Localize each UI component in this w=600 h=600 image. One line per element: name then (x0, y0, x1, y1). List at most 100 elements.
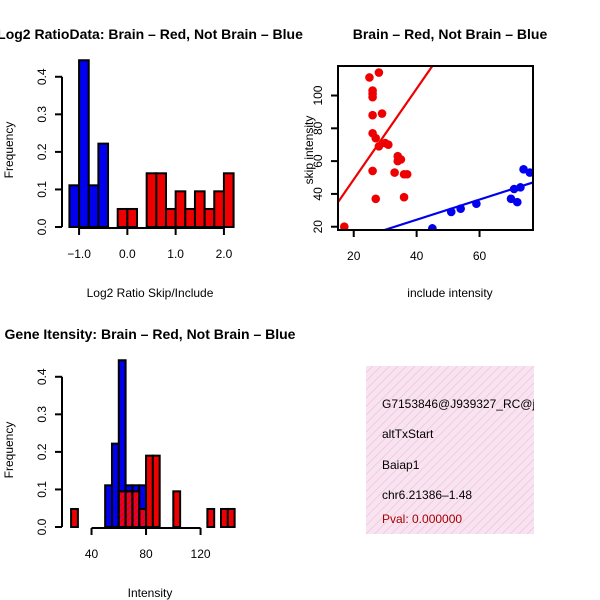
y-tick-label: 0.2 (35, 143, 49, 160)
hist-bar-brain (172, 490, 182, 529)
x-tick-label: 80 (139, 547, 153, 561)
hist-bar-brain (116, 207, 129, 228)
scatter-plot-box (337, 65, 534, 231)
scatter-points (339, 68, 533, 230)
intensity-histogram-axes: 40 80 120 0.0 0.1 0.2 0.3 0.4 (35, 368, 211, 561)
y-tick-label: 0.0 (35, 518, 49, 535)
hist-bar-brain (70, 507, 79, 528)
intensity-histogram-title: Gene Itensity: Brain – Red, Not Brain – … (5, 326, 296, 342)
ratio-histogram-xlabel: Log2 Ratio Skip/Include (87, 286, 214, 300)
hist-bar-not-brain (110, 442, 120, 529)
x-tick-label: 2.0 (216, 247, 233, 261)
y-tick-label: 0.1 (35, 481, 49, 498)
ratio-histogram-ylabel: Frequency (2, 122, 16, 179)
scatter-point-brain (368, 166, 377, 176)
hist-bar-brain (164, 207, 177, 228)
scatter-point-not-brain (472, 199, 481, 209)
x-tick-label: 60 (473, 249, 487, 263)
ratio-histogram-bars (68, 59, 235, 229)
hist-bar-overlap (117, 490, 127, 529)
hist-bar-overlap (138, 507, 148, 528)
hist-bar-overlap (131, 490, 141, 529)
fit-line-brain (338, 66, 434, 203)
scatter-point-brain (368, 92, 377, 102)
y-tick-label: 80 (311, 121, 325, 135)
info-panel-background (366, 366, 534, 534)
ratio-histogram-axes: −1.0 0.0 1.0 2.0 0.0 0.1 0.2 0.3 0.4 (35, 68, 233, 261)
hist-bar-brain (213, 190, 225, 228)
scatter-point-not-brain (525, 168, 533, 177)
x-tick-label: 1.0 (167, 247, 184, 261)
y-tick-label: 40 (311, 187, 325, 201)
scatter-point-not-brain (516, 183, 525, 192)
x-tick-label: 120 (191, 547, 211, 561)
hist-bar-brain (226, 507, 236, 528)
scatter-point-brain (339, 222, 349, 230)
hist-bar-not-brain (87, 184, 100, 229)
scatter-point-brain (402, 169, 412, 179)
scatter-point-brain (390, 168, 399, 177)
scatter-title: Brain – Red, Not Brain – Blue (353, 26, 548, 42)
scatter-point-brain (399, 192, 409, 202)
scatter-point-not-brain (428, 224, 437, 230)
scatter-point-not-brain (512, 197, 522, 207)
info-panel: G7153846@J939327_RC@j_at altTxStart Baia… (366, 366, 552, 534)
x-tick-label: 40 (85, 547, 99, 561)
intensity-histogram-xlabel: Intensity (128, 586, 173, 600)
y-tick-label: 0.3 (35, 106, 49, 123)
scatter-xlabel: include intensity (407, 286, 492, 300)
hist-bar-brain (174, 190, 187, 228)
fit-line-not-brain (380, 181, 533, 230)
x-tick-label: −1.0 (67, 247, 91, 261)
hist-bar-brain (145, 454, 154, 528)
ratio-histogram-title: Log2 RatioData: Brain – Red, Not Brain –… (0, 26, 303, 42)
y-tick-label: 0.4 (35, 68, 49, 85)
y-tick-label: 20 (311, 220, 325, 234)
hist-bar-brain (220, 507, 229, 528)
scatter-axes: 20 40 60 20 40 60 80 100 (311, 85, 487, 263)
hist-bar-not-brain (104, 484, 113, 528)
scatter-point-not-brain (446, 207, 456, 217)
y-tick-label: 100 (311, 85, 325, 105)
hist-bar-brain (126, 207, 139, 228)
scatter-point-brain (384, 140, 393, 150)
y-tick-label: 0.2 (35, 443, 49, 460)
location-text: chr6.21386–1.48 (382, 488, 472, 502)
scatter-point-not-brain (456, 204, 465, 213)
hist-bar-brain (193, 190, 206, 228)
hist-bar-brain (222, 172, 235, 229)
hist-bar-overlap (124, 490, 134, 529)
probe-id-text: G7153846@J939327_RC@j_at (382, 397, 552, 411)
intensity-histogram-panel: Gene Itensity: Brain – Red, Not Brain – … (2, 326, 296, 600)
intensity-histogram-ylabel: Frequency (2, 422, 16, 479)
hist-bar-not-brain (68, 184, 81, 229)
hist-bar-brain (206, 507, 216, 528)
scatter-point-brain (374, 68, 384, 77)
y-tick-label: 60 (311, 154, 325, 168)
scatter-point-brain (368, 110, 377, 120)
intensity-histogram-bars (70, 359, 236, 529)
ratio-histogram-panel: Log2 RatioData: Brain – Red, Not Brain –… (0, 26, 303, 300)
x-tick-label: 20 (347, 249, 361, 263)
y-tick-label: 0.1 (35, 181, 49, 198)
scatter-point-brain (393, 156, 403, 166)
hist-bar-not-brain (97, 142, 110, 228)
scatter-point-brain (365, 73, 374, 82)
hist-bar-brain (151, 454, 161, 528)
scatter-point-brain (371, 194, 381, 204)
scatter-point-brain (377, 109, 387, 118)
hist-bar-brain (184, 207, 196, 228)
y-tick-label: 0.3 (35, 406, 49, 423)
y-tick-label: 0.0 (35, 218, 49, 235)
event-type-text: altTxStart (382, 427, 434, 441)
x-tick-label: 0.0 (119, 247, 136, 261)
hist-bar-brain (203, 207, 216, 228)
hist-bar-brain (145, 172, 158, 229)
x-tick-label: 40 (410, 249, 424, 263)
y-tick-label: 0.4 (35, 368, 49, 385)
pval-text: Pval: 0.000000 (382, 512, 462, 526)
scatter-ylabel: skip intensity (302, 116, 316, 185)
intensity-scatter-panel: Brain – Red, Not Brain – Blue 20 40 60 20 40… (302, 26, 547, 300)
hist-bar-brain (155, 172, 167, 229)
